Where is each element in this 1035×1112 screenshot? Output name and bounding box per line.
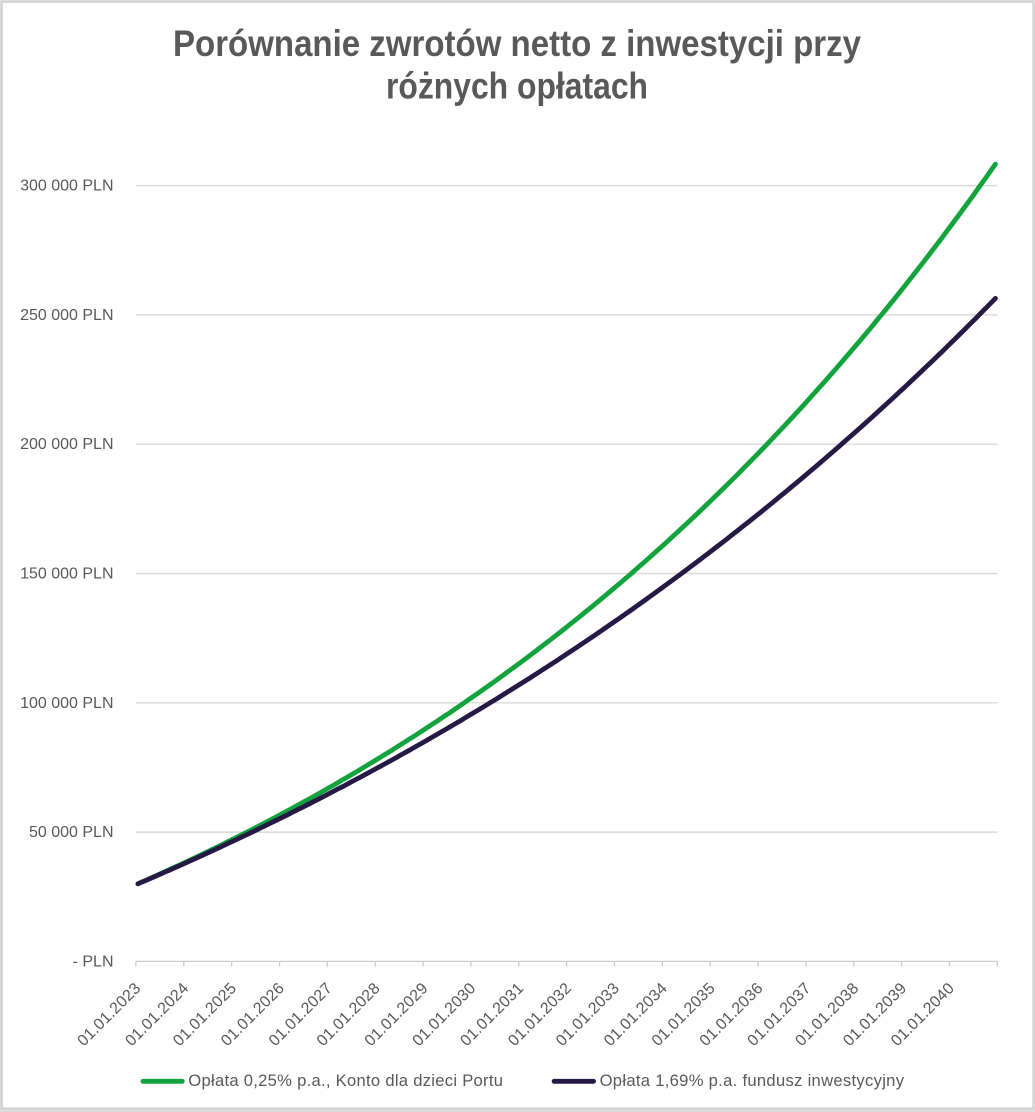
svg-text:300 000 PLN: 300 000 PLN [20, 178, 113, 195]
svg-text:100 000 PLN: 100 000 PLN [20, 695, 113, 712]
svg-text:Opłata 0,25% p.a., Konto dla d: Opłata 0,25% p.a., Konto dla dzieci Port… [188, 1071, 503, 1090]
svg-text:różnych opłatach: różnych opłatach [386, 66, 648, 107]
svg-text:Porównanie zwrotów netto z inw: Porównanie zwrotów netto z inwestycji pr… [173, 23, 861, 64]
svg-text:250 000 PLN: 250 000 PLN [20, 307, 113, 324]
svg-text:- PLN: - PLN [73, 953, 114, 970]
svg-text:Opłata 1,69% p.a. fundusz inwe: Opłata 1,69% p.a. fundusz inwestycyjny [600, 1071, 905, 1090]
svg-text:200 000 PLN: 200 000 PLN [20, 436, 113, 453]
svg-text:50 000 PLN: 50 000 PLN [29, 824, 114, 841]
svg-text:150 000 PLN: 150 000 PLN [20, 566, 113, 583]
